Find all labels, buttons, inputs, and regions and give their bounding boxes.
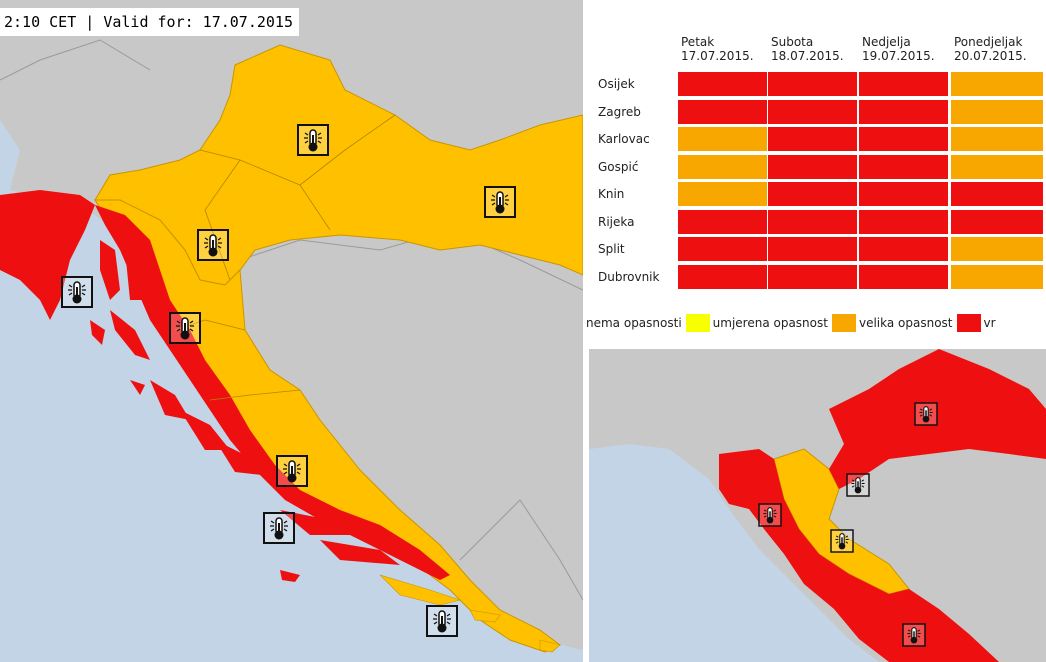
warning-cell xyxy=(859,154,948,179)
islands-red xyxy=(90,240,400,582)
warning-cell xyxy=(859,237,948,261)
city-label: Rijeka xyxy=(598,214,635,229)
city-label: Karlovac xyxy=(598,132,650,146)
inset-sea xyxy=(589,444,879,662)
day-name: Petak xyxy=(681,35,715,49)
thermometer-warning-icon xyxy=(902,623,926,647)
inset-region-red-coast xyxy=(719,449,999,662)
warning-cell xyxy=(768,237,857,261)
main-warning-map xyxy=(0,0,583,662)
warning-cell xyxy=(768,127,857,151)
region-istria-red xyxy=(0,190,95,320)
warning-cell xyxy=(951,99,1043,124)
warning-cell xyxy=(678,209,767,234)
inset-warning-map xyxy=(589,349,1046,662)
warning-cell xyxy=(768,99,857,124)
day-header: Subota 18.07.2015. xyxy=(771,35,844,63)
forecast-table: Petak 17.07.2015. Subota 18.07.2015. Nedjelj… xyxy=(586,0,1046,345)
county-borders xyxy=(174,114,396,401)
thermometer-warning-icon xyxy=(169,312,201,344)
warning-cell xyxy=(859,72,948,96)
warning-cell xyxy=(678,99,767,124)
warning-cell xyxy=(768,154,857,179)
warning-cell xyxy=(678,237,767,261)
legend-label: nema opasnosti xyxy=(586,316,682,330)
thermometer-warning-icon xyxy=(263,512,295,544)
thermometer-warning-icon xyxy=(276,455,308,487)
warning-cell xyxy=(859,264,948,289)
day-date: 18.07.2015. xyxy=(771,49,844,63)
legend-swatch xyxy=(956,314,981,332)
thermometer-warning-icon xyxy=(426,605,458,637)
warning-cell xyxy=(859,127,948,151)
legend-label: umjerena opasnost xyxy=(712,316,828,330)
warning-cell xyxy=(951,182,1043,206)
warning-cell xyxy=(678,154,767,179)
thermometer-warning-icon xyxy=(914,402,938,426)
region-coast-red xyxy=(95,205,450,580)
city-label: Osijek xyxy=(598,77,635,91)
warning-cell xyxy=(859,99,948,124)
day-date: 17.07.2015. xyxy=(681,49,754,63)
warning-cell xyxy=(768,182,857,206)
warning-cell xyxy=(951,237,1043,261)
warning-cell xyxy=(951,209,1043,234)
warning-cell xyxy=(951,127,1043,151)
legend: nema opasnosti umjerena opasnost velika op… xyxy=(586,312,996,334)
city-label: Zagreb xyxy=(598,104,641,119)
warning-cell xyxy=(859,209,948,234)
day-header: Petak 17.07.2015. xyxy=(681,35,754,63)
day-date: 20.07.2015. xyxy=(954,49,1027,63)
thermometer-warning-icon xyxy=(484,186,516,218)
thermometer-warning-icon xyxy=(846,473,870,497)
day-date: 19.07.2015. xyxy=(862,49,935,63)
thermometer-warning-icon xyxy=(61,276,93,308)
legend-label: vr xyxy=(983,316,996,330)
day-header: Ponedjeljak 20.07.2015. xyxy=(954,35,1027,63)
warning-cell xyxy=(678,72,767,96)
warning-cell xyxy=(951,72,1043,96)
warning-cell xyxy=(678,127,767,151)
city-label: Dubrovnik xyxy=(598,269,660,284)
legend-label: velika opasnost xyxy=(858,316,953,330)
warning-cell xyxy=(951,154,1043,179)
day-header: Nedjelja 19.07.2015. xyxy=(862,35,935,63)
city-label: Gospić xyxy=(598,159,639,174)
warning-cell xyxy=(768,209,857,234)
adriatic-sea xyxy=(0,120,583,662)
legend-swatch xyxy=(685,314,710,332)
validity-header: 2:10 CET | Valid for: 17.07.2015 xyxy=(0,8,299,36)
warning-cell xyxy=(678,264,767,289)
thermometer-warning-icon xyxy=(297,124,329,156)
thermometer-warning-icon xyxy=(758,503,782,527)
warning-cell xyxy=(859,182,948,206)
legend-swatch xyxy=(831,314,856,332)
city-label: Split xyxy=(598,242,625,256)
day-name: Ponedjeljak xyxy=(954,35,1023,49)
warning-cell xyxy=(951,264,1043,289)
thermometer-warning-icon xyxy=(830,529,854,553)
day-name: Subota xyxy=(771,35,814,49)
city-label: Knin xyxy=(598,187,625,201)
day-name: Nedjelja xyxy=(862,35,911,49)
warning-cell xyxy=(768,264,857,289)
thermometer-warning-icon xyxy=(197,229,229,261)
region-continental-orange xyxy=(94,44,583,286)
warning-cell xyxy=(678,182,767,206)
islands-orange xyxy=(379,574,561,653)
warning-cell xyxy=(768,72,857,96)
